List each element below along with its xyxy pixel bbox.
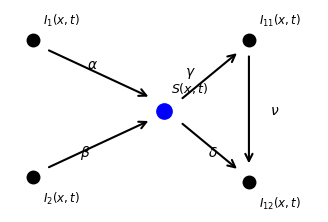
Text: $\alpha$: $\alpha$ <box>87 58 98 72</box>
Text: $I_{12}(x,t)$: $I_{12}(x,t)$ <box>259 196 301 212</box>
Text: $S(x,t)$: $S(x,t)$ <box>171 81 208 96</box>
Text: $I_{11}(x,t)$: $I_{11}(x,t)$ <box>259 12 301 29</box>
Text: $I_2(x,t)$: $I_2(x,t)$ <box>43 191 80 207</box>
Text: $\delta$: $\delta$ <box>208 146 218 160</box>
Text: $I_1(x,t)$: $I_1(x,t)$ <box>43 12 80 29</box>
Text: $\nu$: $\nu$ <box>270 104 280 118</box>
Text: $\beta$: $\beta$ <box>80 144 91 162</box>
Text: $\gamma$: $\gamma$ <box>185 66 195 81</box>
